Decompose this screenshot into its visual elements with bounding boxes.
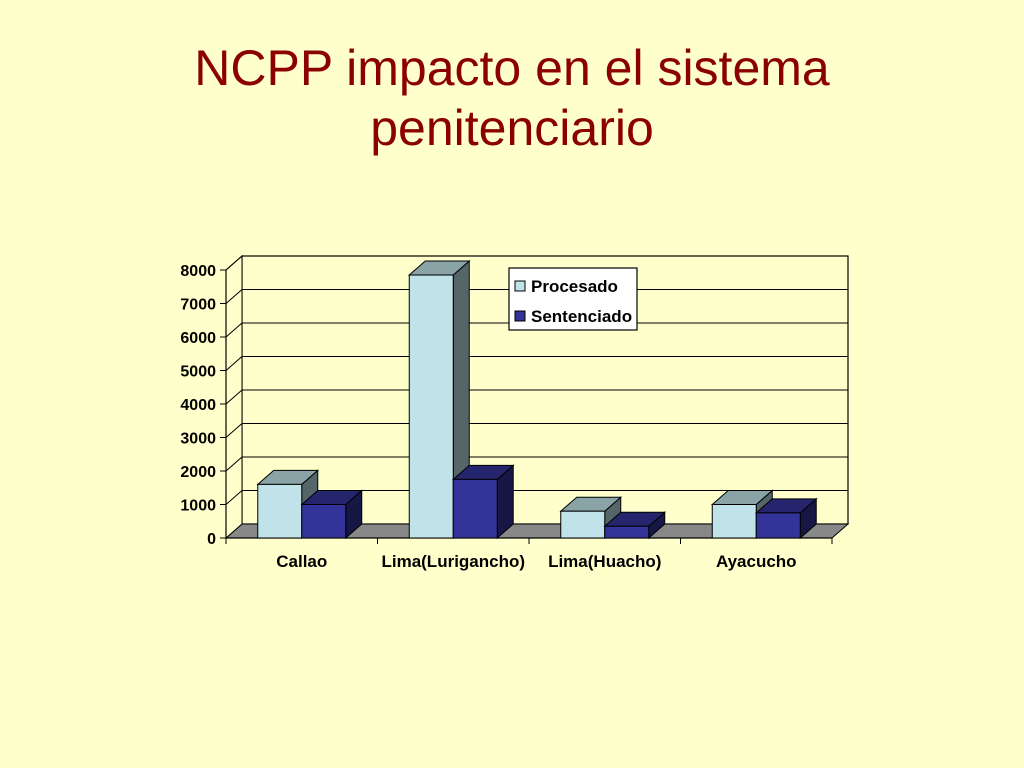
legend: Procesado Sentenciado [508,267,638,331]
gridline-side [225,322,243,338]
x-category-label: Callao [276,552,327,571]
gridlines [225,255,848,505]
legend-swatch [514,310,526,322]
gridline-side [225,423,243,438]
x-category-label: Lima(Huacho) [548,552,661,571]
bar-sentenciado-0 [300,489,364,540]
legend-box [508,267,638,331]
bar-sentenciado-3 [754,497,818,540]
bar-front [755,512,801,539]
bars [256,259,818,540]
x-axis-categories: Callao Lima(Lurigancho) Lima(Huacho) Ayacuc… [225,538,833,571]
slide-title: NCPP impacto en el sistema penitenciario [0,38,1024,158]
bar-sentenciado-2 [603,511,667,540]
y-tick-label: 1000 [180,498,216,515]
gridline-side [225,389,243,405]
y-axis-ticks: 0 1000 2000 3000 4000 5000 6000 7000 8000 [180,263,226,548]
bar-procesado-1 [407,259,471,540]
gridline-side [225,356,243,371]
gridline-side [225,255,243,271]
bar-sentenciado-1 [451,464,515,540]
slide-title-line-2: penitenciario [370,100,654,156]
legend-label: Sentenciado [531,307,632,326]
y-tick-label: 0 [207,531,216,548]
slide-title-line-1: NCPP impacto en el sistema [194,40,830,96]
bar-front [604,525,650,539]
bar-front [408,274,454,539]
y-tick-label: 8000 [180,263,216,280]
bar-front [711,504,757,539]
y-tick-label: 3000 [180,431,216,448]
gridline-side [225,456,243,472]
gridline-side [225,289,243,304]
legend-swatch [514,280,526,292]
gridline-side [225,490,243,505]
bar-front [560,510,606,539]
y-tick-label: 4000 [180,397,216,414]
y-tick-label: 6000 [180,330,216,347]
x-category-label: Ayacucho [716,552,797,571]
bar-front [452,478,498,539]
x-category-label: Lima(Lurigancho) [381,552,525,571]
y-tick-label: 7000 [180,297,216,314]
y-tick-label: 2000 [180,464,216,481]
y-tick-label: 5000 [180,364,216,381]
bar-front [257,483,303,539]
legend-label: Procesado [531,277,618,296]
bar-front [301,504,347,539]
